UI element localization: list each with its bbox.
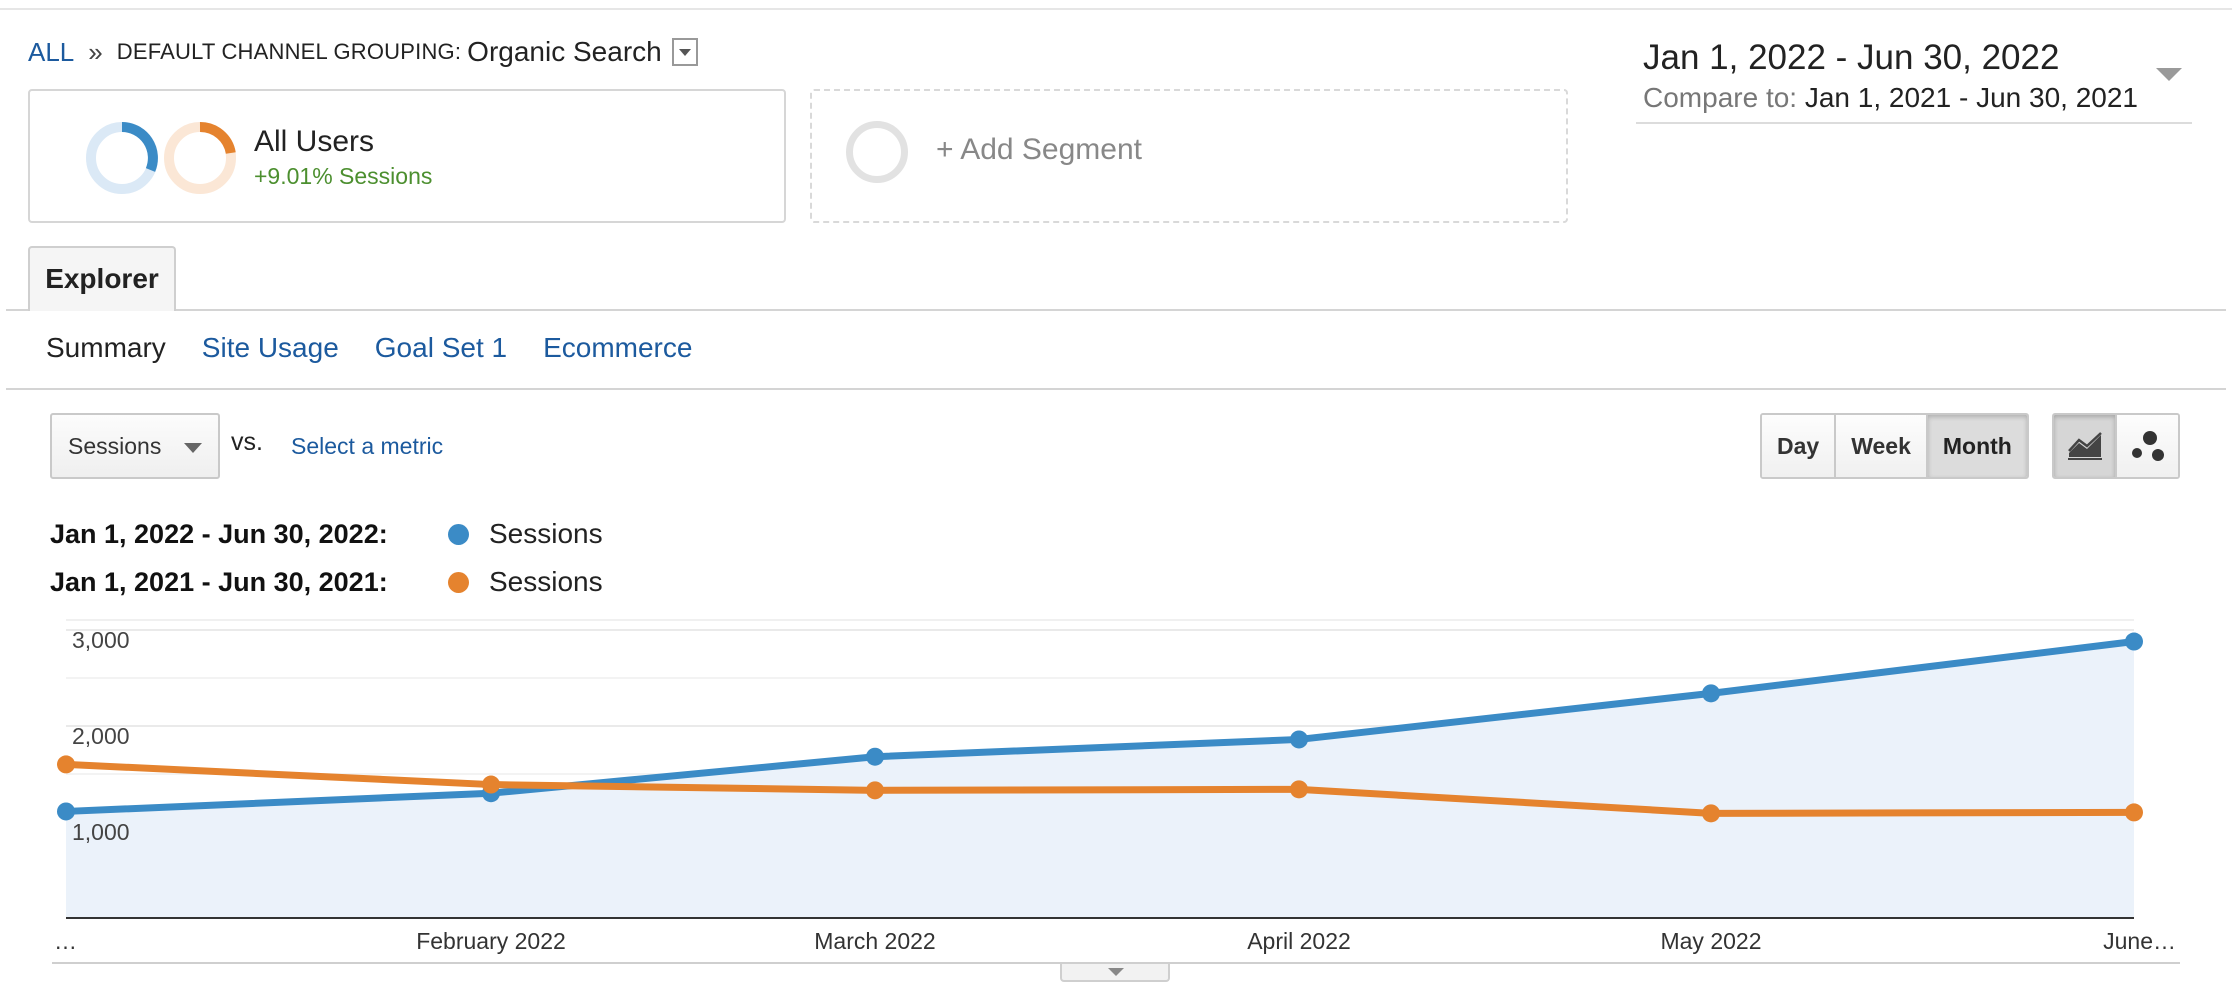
line-chart-button[interactable]: [2054, 415, 2117, 477]
day-button[interactable]: Day: [1762, 415, 1837, 477]
y-tick-label: 1,000: [72, 819, 130, 845]
primary-metric-dropdown[interactable]: Sessions: [50, 413, 220, 479]
legend-item-current: Jan 1, 2022 - Jun 30, 2022: Sessions: [50, 514, 603, 554]
add-segment-button[interactable]: + Add Segment: [810, 89, 1568, 223]
date-range-primary: Jan 1, 2022 - Jun 30, 2022: [1643, 38, 2060, 77]
legend-item-compare: Jan 1, 2021 - Jun 30, 2021: Sessions: [50, 562, 603, 602]
empty-segment-ring-icon: [846, 121, 908, 183]
primary-metric-label: Sessions: [68, 433, 162, 459]
series-line-current: [65, 638, 2135, 815]
data-point-current: [57, 802, 75, 821]
breadcrumb-all-link[interactable]: ALL: [28, 36, 75, 67]
y-tick-label: 2,000: [72, 723, 130, 749]
legend-metric-current: Sessions: [489, 518, 603, 549]
subtab-divider: [6, 388, 2226, 390]
primary-series-area: [66, 641, 2134, 918]
dimension-value: Organic Search: [467, 36, 662, 67]
segment-name: All Users: [254, 125, 375, 158]
segment-change: +9.01% Sessions: [254, 163, 433, 189]
segment-all-users[interactable]: All Users +9.01% Sessions: [28, 89, 786, 223]
data-point-compare: [2125, 803, 2143, 822]
x-tick-label: June…: [2103, 928, 2176, 954]
dimension-dropdown-button[interactable]: [671, 38, 698, 66]
legend-range-current: Jan 1, 2022 - Jun 30, 2022:: [50, 518, 388, 549]
y-tick-label: 3,000: [72, 627, 130, 653]
compare-label: Compare to:: [1643, 82, 1798, 113]
data-point-compare: [482, 775, 500, 794]
vs-label: vs.: [231, 428, 263, 456]
motion-chart-icon: [2131, 431, 2164, 461]
breadcrumb: ALL » DEFAULT CHANNEL GROUPING: Organic …: [28, 34, 698, 70]
chevron-down-icon: [184, 443, 202, 453]
chart-type-toggle: [2052, 413, 2180, 479]
subtab-summary[interactable]: Summary: [46, 332, 166, 363]
data-point-compare: [866, 781, 884, 800]
line-chart-icon: [2067, 432, 2102, 460]
explorer-subtabs: Summary Site Usage Goal Set 1 Ecommerce: [46, 332, 728, 372]
legend-range-compare: Jan 1, 2021 - Jun 30, 2021:: [50, 566, 388, 597]
x-tick-label: February 2022: [416, 928, 566, 954]
legend-dot-icon: [448, 571, 469, 593]
compare-value: Jan 1, 2021 - Jun 30, 2021: [1804, 82, 2139, 113]
x-tick-label: March 2022: [814, 928, 935, 954]
date-range-picker[interactable]: Jan 1, 2022 - Jun 30, 2022 Compare to: J…: [1636, 34, 2192, 124]
dimension-label: DEFAULT CHANNEL GROUPING:: [116, 39, 462, 64]
x-tick-label: April 2022: [1247, 928, 1351, 954]
segment-ring-compare-icon: [164, 121, 236, 194]
chart-bottom-divider: [52, 962, 2180, 964]
data-point-current: [1702, 684, 1720, 703]
motion-chart-button[interactable]: [2117, 415, 2178, 477]
data-point-compare: [57, 755, 75, 774]
granularity-toggle: Day Week Month: [1760, 413, 2029, 479]
legend-dot-icon: [448, 523, 469, 545]
series-line-compare: [65, 760, 2135, 817]
top-divider: [0, 8, 2232, 10]
subtab-goal-set-1[interactable]: Goal Set 1: [374, 332, 508, 363]
breadcrumb-separator: »: [88, 36, 103, 67]
data-point-current: [866, 747, 884, 766]
chevron-down-icon[interactable]: [2156, 68, 2182, 81]
x-tick-label: …: [54, 928, 77, 954]
select-metric-link[interactable]: Select a metric: [291, 433, 444, 459]
segment-ring-current-icon: [86, 122, 158, 194]
data-point-current: [2125, 632, 2143, 651]
week-button[interactable]: Week: [1836, 415, 1928, 477]
expand-chart-button[interactable]: [1060, 964, 1170, 982]
month-button[interactable]: Month: [1927, 415, 2027, 477]
subtab-site-usage[interactable]: Site Usage: [201, 332, 339, 363]
tab-explorer[interactable]: Explorer: [28, 246, 176, 311]
data-point-current: [1290, 730, 1308, 749]
x-tick-label: May 2022: [1660, 928, 1761, 954]
legend-metric-compare: Sessions: [489, 566, 603, 597]
data-point-compare: [1290, 780, 1308, 799]
data-point-compare: [1702, 804, 1720, 823]
sessions-line-chart: 1,000 2,000 3,000 … February 2022 March 2022 A…: [54, 619, 2176, 954]
add-segment-label: + Add Segment: [936, 133, 1142, 166]
tab-divider: [6, 309, 2226, 311]
date-range-compare: Compare to: Jan 1, 2021 - Jun 30, 2021: [1643, 82, 2138, 114]
subtab-ecommerce[interactable]: Ecommerce: [543, 332, 693, 363]
